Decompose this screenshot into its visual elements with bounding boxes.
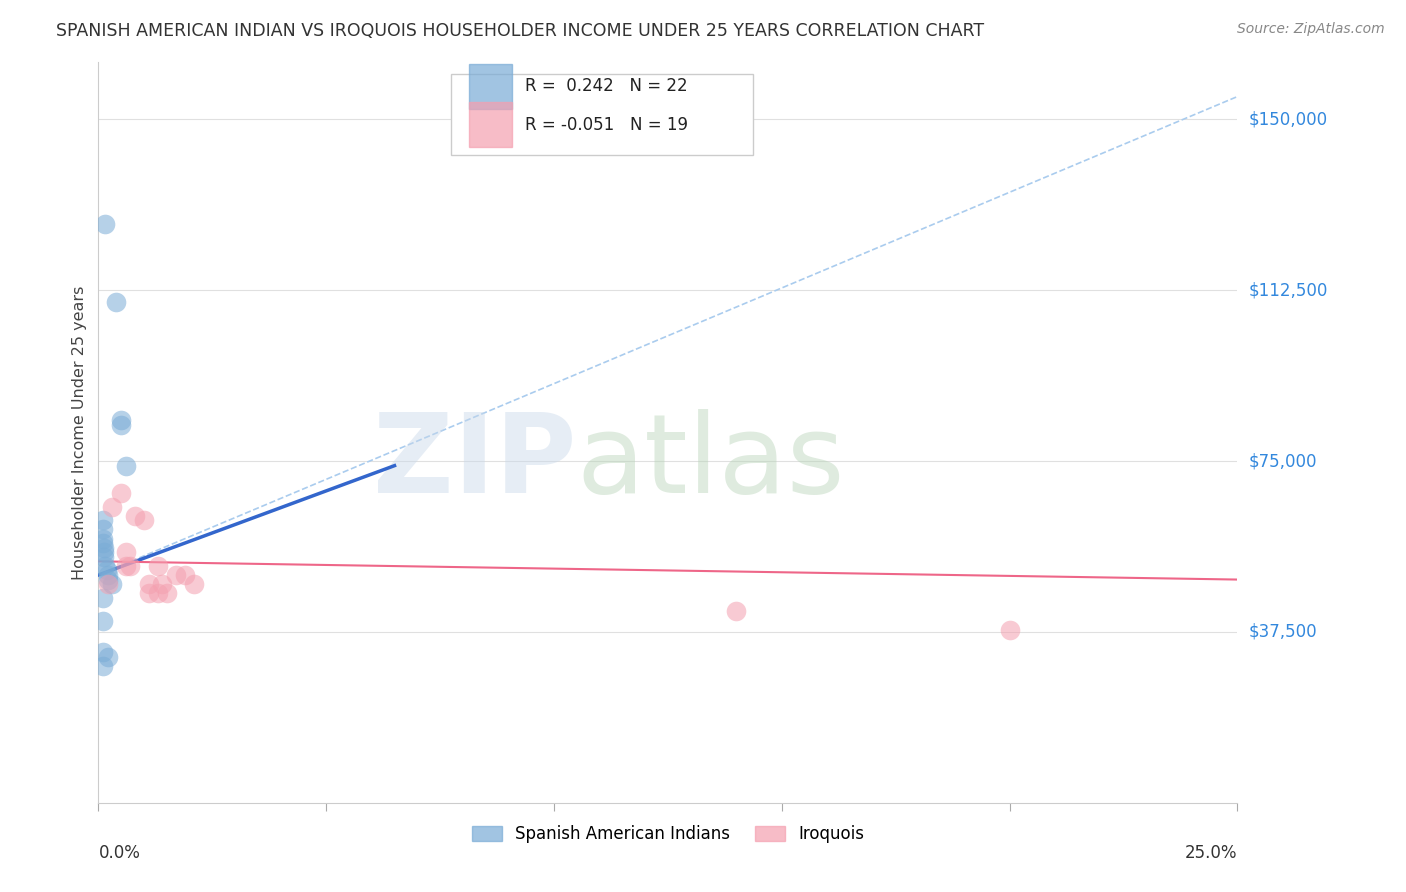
Point bbox=[91, 659, 114, 673]
Point bbox=[120, 558, 142, 573]
Point bbox=[138, 586, 160, 600]
Point bbox=[124, 508, 146, 523]
Point bbox=[93, 549, 115, 564]
Point bbox=[114, 458, 136, 473]
Text: Source: ZipAtlas.com: Source: ZipAtlas.com bbox=[1237, 22, 1385, 37]
Text: $75,000: $75,000 bbox=[1249, 452, 1317, 470]
Point bbox=[94, 558, 117, 573]
Point bbox=[101, 577, 124, 591]
Text: $112,500: $112,500 bbox=[1249, 281, 1327, 299]
Point bbox=[174, 568, 197, 582]
Point bbox=[91, 532, 114, 546]
Text: 0.0%: 0.0% bbox=[98, 844, 141, 862]
Y-axis label: Householder Income Under 25 years: Householder Income Under 25 years bbox=[72, 285, 87, 580]
Point bbox=[96, 577, 118, 591]
Point bbox=[96, 568, 118, 582]
Point bbox=[91, 645, 114, 659]
Point bbox=[91, 523, 114, 537]
Legend: Spanish American Indians, Iroquois: Spanish American Indians, Iroquois bbox=[465, 819, 870, 850]
Point bbox=[91, 513, 114, 527]
Text: $150,000: $150,000 bbox=[1249, 111, 1327, 128]
Point bbox=[91, 591, 114, 605]
Bar bbox=[468, 64, 512, 109]
Point bbox=[725, 604, 748, 618]
Text: R = -0.051   N = 19: R = -0.051 N = 19 bbox=[526, 116, 689, 134]
Point bbox=[114, 545, 136, 559]
Point bbox=[183, 577, 205, 591]
Bar bbox=[468, 103, 512, 147]
Point bbox=[104, 294, 127, 309]
Point bbox=[156, 586, 179, 600]
Point bbox=[138, 577, 160, 591]
Text: ZIP: ZIP bbox=[374, 409, 576, 516]
Point bbox=[150, 577, 173, 591]
Point bbox=[146, 558, 169, 573]
Point bbox=[101, 500, 124, 514]
Point bbox=[96, 564, 118, 578]
Text: $37,500: $37,500 bbox=[1249, 623, 1317, 641]
Point bbox=[165, 568, 187, 582]
Point bbox=[96, 650, 118, 665]
Point bbox=[114, 558, 136, 573]
Point bbox=[110, 413, 132, 427]
Point bbox=[93, 545, 115, 559]
Text: R =  0.242   N = 22: R = 0.242 N = 22 bbox=[526, 78, 688, 95]
Point bbox=[998, 623, 1021, 637]
Text: atlas: atlas bbox=[576, 409, 845, 516]
Text: 25.0%: 25.0% bbox=[1185, 844, 1237, 862]
Point bbox=[110, 417, 132, 432]
Text: SPANISH AMERICAN INDIAN VS IROQUOIS HOUSEHOLDER INCOME UNDER 25 YEARS CORRELATIO: SPANISH AMERICAN INDIAN VS IROQUOIS HOUS… bbox=[56, 22, 984, 40]
Point bbox=[94, 217, 117, 231]
Point bbox=[93, 541, 115, 555]
Point bbox=[96, 573, 118, 587]
Point bbox=[91, 614, 114, 628]
Point bbox=[110, 486, 132, 500]
Point bbox=[132, 513, 155, 527]
FancyBboxPatch shape bbox=[451, 73, 754, 155]
Point bbox=[91, 536, 114, 550]
Point bbox=[146, 586, 169, 600]
